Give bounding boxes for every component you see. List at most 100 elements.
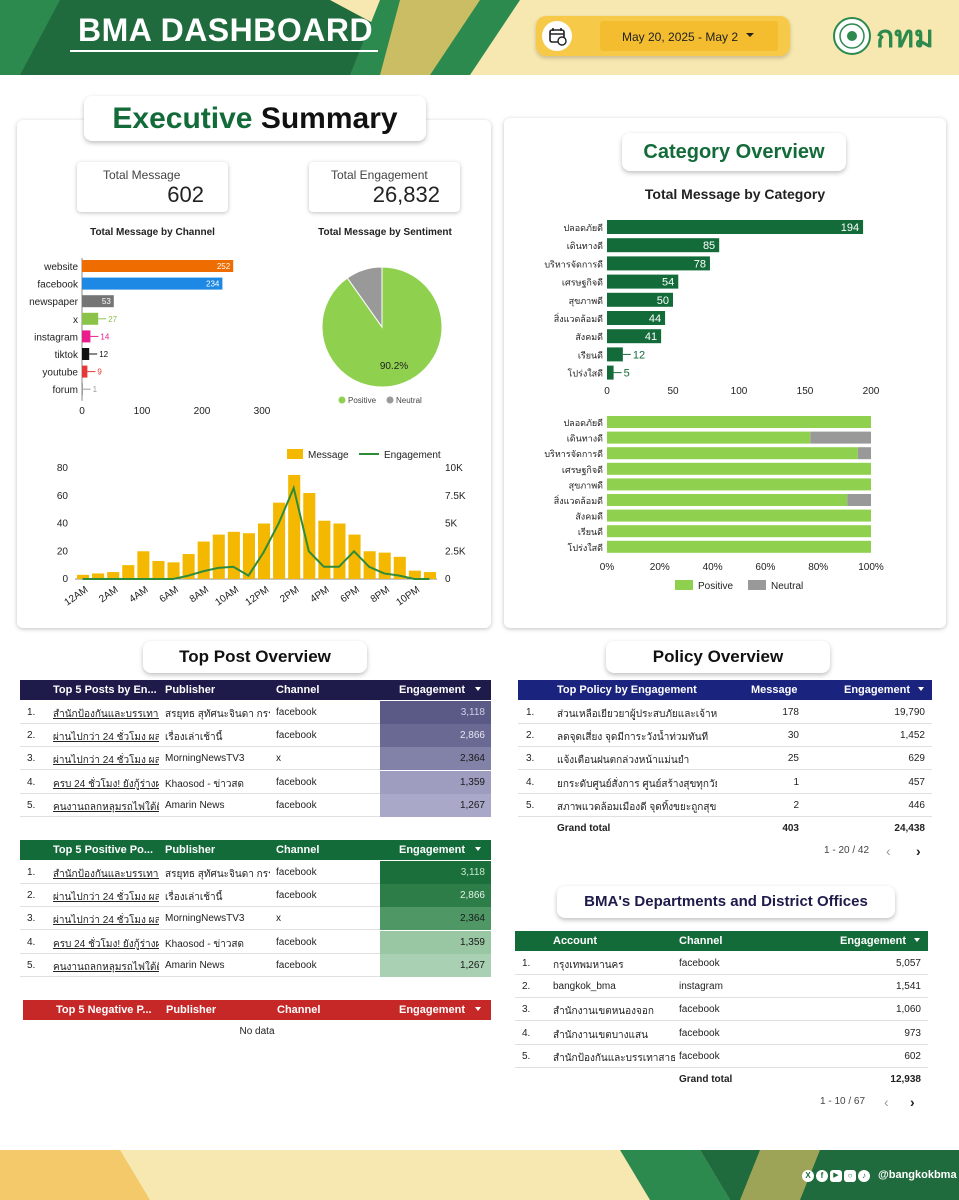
- departments-sort-icon[interactable]: [914, 938, 920, 942]
- departments-next-icon[interactable]: ›: [910, 1094, 915, 1110]
- hourly-y-tick: 60: [57, 491, 69, 502]
- channel-tick-label: 200: [194, 406, 211, 417]
- chevron-down-icon[interactable]: [746, 33, 754, 37]
- departments-engagement: 5,057: [895, 958, 921, 969]
- hourly-x-tick: 6PM: [339, 584, 362, 605]
- sentiment-slice-neutral: [346, 266, 383, 329]
- positive-eng-cell: 2,364: [380, 907, 491, 931]
- channel-label: x: [73, 315, 78, 326]
- facebook-icon[interactable]: f: [816, 1170, 828, 1182]
- channel-value-label: 14: [100, 332, 109, 341]
- positive-publisher: สรยุทธ สุทัศนะจินดา กรร...: [165, 869, 270, 880]
- top5-post-link[interactable]: คนงานถลกหลุมรถไฟใต้ดิน...: [53, 801, 159, 813]
- departments-engagement: 1,060: [895, 1004, 921, 1016]
- hourly-message-bar: [107, 572, 120, 579]
- top5-col-header[interactable]: Engagement: [398, 684, 465, 696]
- instagram-icon[interactable]: ○: [844, 1170, 856, 1182]
- top5-eng-value: 1,359: [459, 776, 485, 788]
- top5-negative-table: Top 5 Negative P... Publisher Channel Engag…: [23, 1000, 491, 1045]
- channel-tick-label: 300: [254, 406, 271, 417]
- negative-col-header[interactable]: Publisher: [166, 1004, 217, 1016]
- hourly-x-tick: 10PM: [394, 584, 422, 608]
- positive-post-link[interactable]: ผ่านไปกว่า 24 ชั่วโมง ผล...: [53, 892, 159, 904]
- policy-sort-icon[interactable]: [918, 687, 924, 691]
- channel-label: tiktok: [55, 350, 79, 361]
- hourly-x-tick: 4AM: [127, 584, 150, 605]
- positive-col-header[interactable]: Top 5 Positive Po...: [53, 844, 154, 856]
- top5-col-header[interactable]: Channel: [276, 684, 320, 696]
- departments-engagement: 973: [904, 1027, 921, 1039]
- negative-sort-icon[interactable]: [475, 1007, 481, 1011]
- hourly-y-tick: 20: [57, 546, 69, 557]
- top5-col-header[interactable]: Publisher: [165, 684, 216, 696]
- tiktok-icon[interactable]: ♪: [858, 1170, 870, 1182]
- positive-post-link[interactable]: คนงานถลกหลุมรถไฟใต้ดิน...: [53, 961, 159, 973]
- footer-handle[interactable]: @bangkokbma: [878, 1169, 957, 1181]
- departments-col-header[interactable]: Engagement: [839, 935, 906, 947]
- top5-col-header[interactable]: Top 5 Posts by En...: [53, 684, 157, 696]
- top5-post-link[interactable]: ครบ 24 ชั่วโมง! ยังกู้ร่างผ...: [53, 778, 159, 790]
- top5-post-link[interactable]: ผ่านไปกว่า 24 ชั่วโมง ผล...: [53, 732, 159, 744]
- x-icon[interactable]: X: [802, 1170, 814, 1182]
- departments-col-header[interactable]: Channel: [679, 935, 723, 947]
- top5-rank: 2.: [27, 730, 36, 742]
- positive-col-header[interactable]: Engagement: [398, 844, 465, 856]
- positive-row: 1. สำนักป้องกันและบรรเทาส... สรยุทธ สุทัศน…: [20, 861, 491, 884]
- negative-no-data: No data: [239, 1026, 275, 1037]
- positive-eng-value: 1,359: [459, 936, 485, 948]
- positive-col-header[interactable]: Publisher: [165, 844, 216, 856]
- top5-row: 2. ผ่านไปกว่า 24 ชั่วโมง ผล... เรื่องเล่าเ…: [20, 724, 491, 748]
- category-sent-label: บริหารจัดการดี: [544, 449, 603, 459]
- departments-prev-icon[interactable]: ‹: [884, 1094, 889, 1110]
- positive-post-link[interactable]: สำนักป้องกันและบรรเทาส...: [53, 869, 159, 880]
- positive-post-link[interactable]: ผ่านไปกว่า 24 ชั่วโมง ผล...: [53, 915, 159, 927]
- policy-col-header[interactable]: Engagement: [843, 684, 910, 696]
- calendar-icon[interactable]: [542, 21, 572, 51]
- departments-grand-total-row: Grand total 12,938: [515, 1068, 928, 1091]
- hourly-message-bar: [318, 520, 331, 579]
- date-range-box[interactable]: May 20, 2025 - May 2: [536, 16, 790, 56]
- category-label: โปร่งใสดี: [567, 369, 603, 379]
- date-range-dropdown[interactable]: May 20, 2025 - May 2: [600, 21, 778, 51]
- negative-col-header[interactable]: Top 5 Negative P...: [56, 1004, 152, 1016]
- departments-row: 3. สำนักงานเขตหนองจอก facebook 1,060: [515, 998, 928, 1022]
- policy-next-icon[interactable]: ›: [916, 843, 921, 859]
- policy-col-header[interactable]: Top Policy by Engagement: [557, 684, 697, 696]
- sentiment-legend-label: Neutral: [396, 396, 422, 405]
- positive-eng-value: 2,866: [459, 890, 485, 902]
- top5-rank: 4.: [27, 776, 36, 788]
- policy-message: 1: [793, 776, 799, 788]
- positive-channel: facebook: [276, 867, 317, 878]
- departments-col-header[interactable]: Account: [553, 935, 597, 947]
- policy-name: ลดจุดเสี่ยง จุดมีการะวังน้ำท่วมทันที: [557, 732, 709, 744]
- positive-channel: facebook: [276, 959, 317, 971]
- policy-name: ยกระดับศูนย์สั่งการ ศูนย์สร้างสุขทุกวัย …: [557, 778, 717, 790]
- top5-post-link[interactable]: ผ่านไปกว่า 24 ชั่วโมง ผล...: [53, 755, 159, 767]
- positive-post-link[interactable]: ครบ 24 ชั่วโมง! ยังกู้ร่างผ...: [53, 938, 159, 950]
- hourly-message-bar: [92, 573, 105, 579]
- positive-sort-icon[interactable]: [475, 847, 481, 851]
- sentiment-slice-positive: [321, 266, 443, 388]
- channel-bar: [82, 365, 88, 378]
- legend-message-label: Message: [308, 450, 349, 461]
- hourly-message-bar: [423, 572, 436, 579]
- category-bar: [607, 256, 710, 271]
- top5-sort-icon[interactable]: [475, 687, 481, 691]
- header-bar: BMA DASHBOARD May 20, 2025 - May 2 กทม: [0, 0, 959, 75]
- departments-account: สำนักงานเขตบางแสน: [553, 1029, 648, 1041]
- top5-eng-value: 2,866: [459, 730, 485, 742]
- policy-col-header[interactable]: Message: [751, 684, 798, 696]
- sentiment-legend-dot: [338, 396, 346, 404]
- departments-grand-total-label: Grand total: [679, 1074, 733, 1085]
- youtube-icon[interactable]: ▶: [830, 1170, 842, 1182]
- positive-row: 4. ครบ 24 ชั่วโมง! ยังกู้ร่างผ... Khaosod …: [20, 930, 491, 954]
- policy-prev-icon[interactable]: ‹: [886, 843, 891, 859]
- positive-col-header[interactable]: Channel: [276, 844, 320, 856]
- top5-post-link[interactable]: สำนักป้องกันและบรรเทาส...: [53, 709, 159, 720]
- top5-row: 4. ครบ 24 ชั่วโมง! ยังกู้ร่างผ... Khaosod …: [20, 770, 491, 794]
- policy-rank: 5.: [526, 799, 535, 811]
- negative-col-header[interactable]: Channel: [277, 1004, 321, 1016]
- negative-col-header[interactable]: Engagement: [398, 1004, 465, 1016]
- departments-row: 1. กรุงเทพมหานคร facebook 5,057: [515, 952, 928, 975]
- category-value-label: 78: [694, 258, 706, 270]
